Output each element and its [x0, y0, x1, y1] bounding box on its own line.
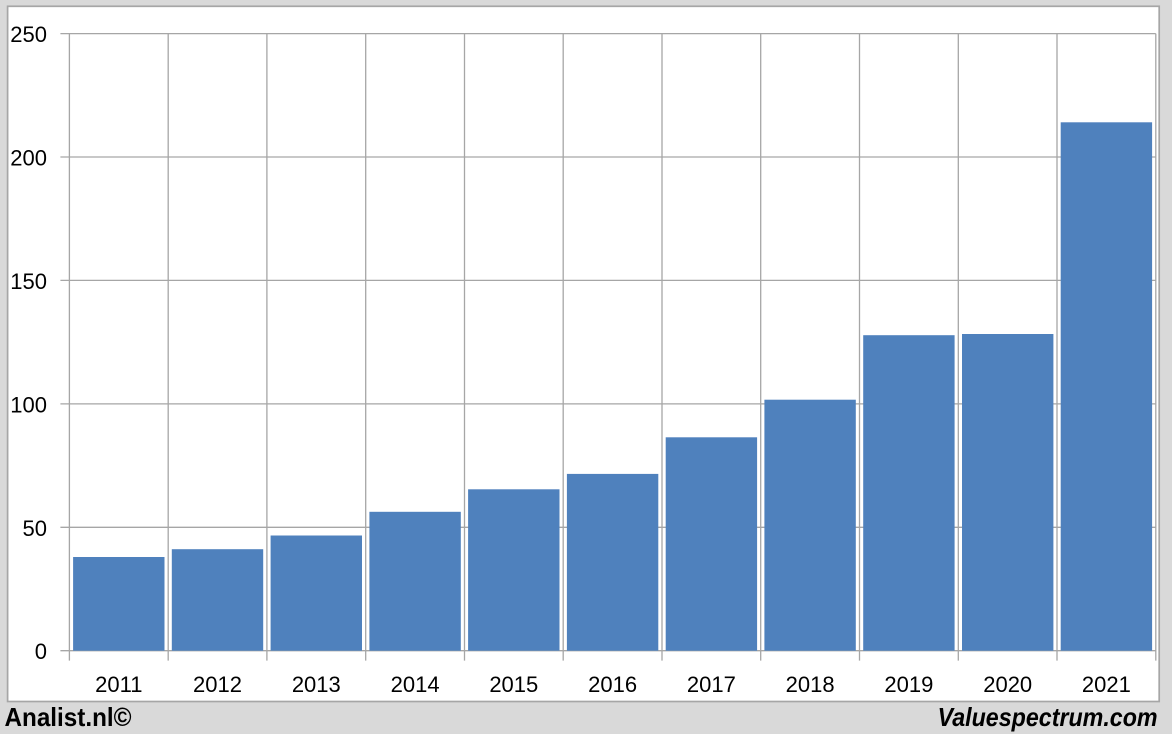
svg-text:2019: 2019 — [884, 672, 933, 697]
svg-text:2017: 2017 — [687, 672, 736, 697]
svg-text:2014: 2014 — [391, 672, 440, 697]
svg-text:2016: 2016 — [588, 672, 637, 697]
svg-text:0: 0 — [35, 639, 47, 664]
svg-text:2021: 2021 — [1082, 672, 1131, 697]
svg-text:150: 150 — [10, 269, 47, 294]
svg-text:200: 200 — [10, 146, 47, 171]
svg-text:100: 100 — [10, 392, 47, 417]
svg-text:2015: 2015 — [489, 672, 538, 697]
svg-text:Valuespectrum.com: Valuespectrum.com — [938, 702, 1158, 732]
svg-text:2018: 2018 — [786, 672, 835, 697]
svg-text:250: 250 — [10, 22, 47, 47]
svg-text:2011: 2011 — [95, 672, 142, 697]
svg-text:2013: 2013 — [292, 672, 341, 697]
svg-text:2012: 2012 — [193, 672, 242, 697]
svg-text:2020: 2020 — [983, 672, 1032, 697]
svg-text:50: 50 — [23, 516, 47, 541]
svg-text:Analist.nl©: Analist.nl© — [5, 702, 132, 732]
